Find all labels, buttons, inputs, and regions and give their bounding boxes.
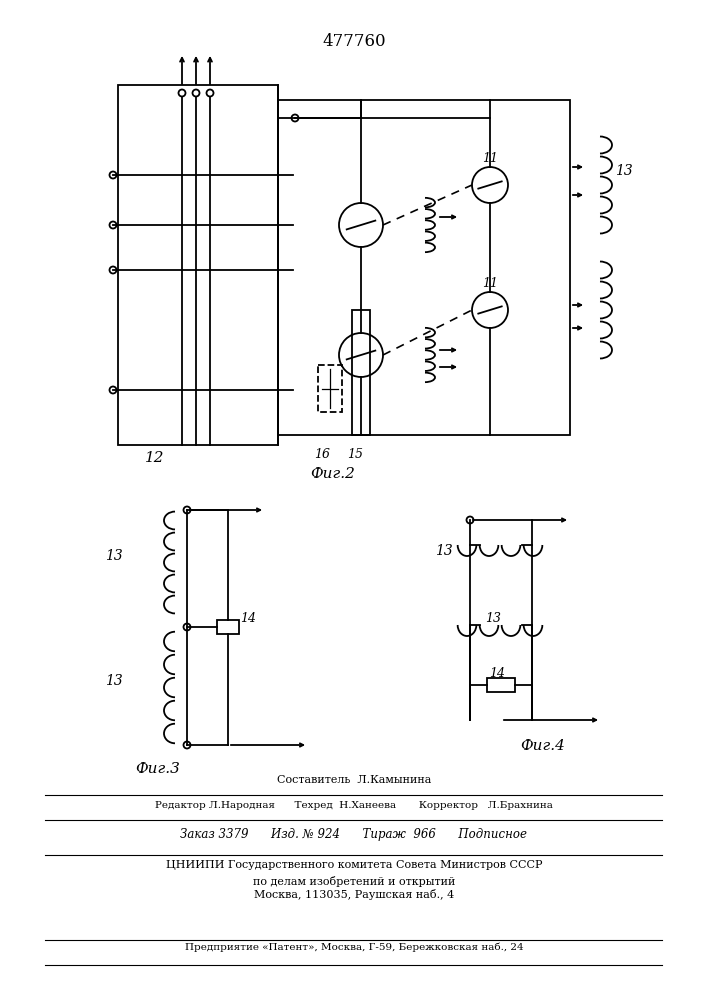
Bar (487, 678, 515, 692)
Text: 11: 11 (482, 277, 498, 290)
Text: Заказ 3379      Изд. № 924      Тираж  966      Подписное: Заказ 3379 Изд. № 924 Тираж 966 Подписно… (180, 828, 527, 841)
Text: 12: 12 (145, 451, 165, 465)
Text: Москва, 113035, Раушская наб., 4: Москва, 113035, Раушская наб., 4 (254, 889, 454, 900)
Text: 13: 13 (485, 612, 501, 625)
Bar (278, 100, 570, 435)
Text: Фиг.2: Фиг.2 (310, 467, 355, 481)
Text: ЦНИИПИ Государственного комитета Совета Министров СССР: ЦНИИПИ Государственного комитета Совета … (165, 860, 542, 870)
Bar (318, 365, 342, 412)
Text: 13: 13 (435, 544, 452, 558)
Text: Редактор Л.Народная      Техред  Н.Ханеева       Корректор   Л.Брахнина: Редактор Л.Народная Техред Н.Ханеева Кор… (155, 801, 553, 810)
Text: 15: 15 (347, 448, 363, 461)
Text: Фиг.3: Фиг.3 (135, 762, 180, 776)
Text: Фиг.4: Фиг.4 (520, 739, 565, 753)
Text: 13: 13 (105, 549, 123, 563)
Text: Составитель  Л.Камынина: Составитель Л.Камынина (277, 775, 431, 785)
Text: 13: 13 (615, 164, 633, 178)
Bar (352, 310, 370, 435)
Text: по делам изобретений и открытий: по делам изобретений и открытий (253, 876, 455, 887)
Bar (118, 85, 278, 445)
Text: 11: 11 (482, 152, 498, 165)
Text: 477760: 477760 (322, 33, 386, 50)
Text: 14: 14 (240, 612, 256, 625)
Text: 16: 16 (314, 448, 330, 461)
Text: 13: 13 (105, 674, 123, 688)
Text: Предприятие «Патент», Москва, Г-59, Бережковская наб., 24: Предприятие «Патент», Москва, Г-59, Бере… (185, 942, 523, 952)
Text: 14: 14 (489, 667, 505, 680)
Bar (217, 620, 239, 634)
